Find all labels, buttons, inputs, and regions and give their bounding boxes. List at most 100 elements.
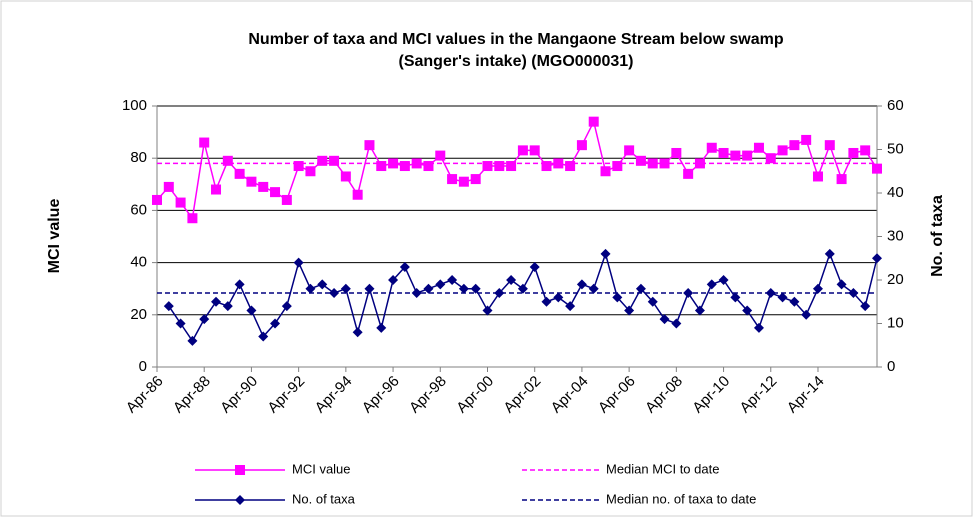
data-point: [753, 142, 764, 153]
data-point: [376, 322, 387, 333]
data-point: [175, 197, 186, 208]
data-point: [482, 305, 493, 316]
data-point: [777, 145, 788, 156]
data-point: [494, 288, 505, 299]
data-point: [199, 314, 210, 325]
y2-tick-label: 20: [887, 271, 904, 288]
data-point: [836, 174, 847, 185]
data-point: [860, 301, 871, 312]
y2-tick-label: 10: [887, 314, 904, 331]
data-point: [258, 181, 269, 192]
data-point: [281, 194, 292, 205]
data-point: [411, 158, 422, 169]
data-point: [447, 275, 458, 285]
y-tick-label: 60: [130, 201, 147, 218]
data-point: [553, 292, 564, 303]
data-point: [293, 257, 304, 268]
data-point: [588, 283, 599, 294]
data-point: [234, 168, 245, 179]
legend-label: MCI value: [292, 461, 351, 476]
data-point: [222, 301, 233, 312]
data-point: [517, 283, 528, 294]
data-point: [529, 145, 540, 156]
data-point: [270, 318, 281, 329]
data-point: [470, 283, 481, 294]
data-point: [305, 166, 316, 177]
data-point: [765, 288, 776, 299]
data-point: [281, 301, 292, 312]
data-point: [718, 275, 729, 285]
data-point: [541, 296, 552, 307]
data-point: [411, 288, 422, 299]
data-point: [329, 288, 340, 299]
data-point: [742, 150, 753, 161]
y-tick-label: 0: [139, 358, 147, 375]
data-point: [683, 288, 694, 299]
data-point: [163, 301, 174, 312]
data-point: [163, 181, 174, 192]
data-point: [848, 288, 859, 299]
data-point: [671, 318, 682, 329]
data-point: [600, 248, 611, 259]
data-point: [458, 176, 469, 187]
data-point: [801, 309, 812, 320]
data-point: [317, 279, 328, 290]
y2-tick-label: 60: [887, 97, 904, 114]
data-point: [765, 153, 776, 164]
data-point: [706, 142, 717, 153]
y-tick-label: 100: [122, 97, 147, 114]
data-point: [647, 296, 658, 307]
data-point: [576, 279, 587, 290]
data-point: [340, 171, 351, 182]
data-point: [824, 248, 835, 259]
data-point: [612, 161, 623, 172]
data-point: [789, 140, 800, 151]
data-point: [222, 155, 233, 166]
data-point: [470, 174, 481, 185]
data-point: [659, 314, 670, 325]
data-point: [777, 292, 788, 303]
data-point: [506, 275, 517, 285]
data-point: [635, 155, 646, 166]
legend-label: Median MCI to date: [606, 461, 719, 476]
data-point: [234, 279, 245, 290]
legend-marker: [235, 495, 245, 505]
data-point: [730, 292, 741, 303]
y-tick-label: 80: [130, 149, 147, 166]
data-point: [388, 158, 399, 169]
data-point: [753, 322, 764, 333]
data-point: [423, 283, 434, 294]
data-point: [187, 213, 198, 224]
data-point: [694, 158, 705, 169]
chart-title: (Sanger's intake) (MGO000031): [399, 53, 634, 70]
data-point: [872, 253, 882, 264]
data-point: [647, 158, 658, 169]
data-point: [576, 140, 587, 151]
data-point: [612, 292, 623, 303]
data-point: [517, 145, 528, 156]
y2-axis-title: No. of taxa: [929, 195, 946, 277]
y-axis-title: MCI value: [46, 199, 63, 274]
data-point: [246, 305, 257, 316]
data-point: [624, 305, 635, 316]
data-point: [812, 171, 823, 182]
y-tick-label: 40: [130, 254, 147, 271]
data-point: [388, 275, 399, 285]
data-point: [812, 283, 823, 294]
y2-tick-label: 30: [887, 227, 904, 244]
data-point: [482, 161, 493, 172]
data-point: [329, 155, 340, 166]
data-point: [694, 305, 705, 316]
data-point: [352, 189, 363, 200]
data-point: [211, 184, 222, 195]
data-point: [293, 161, 304, 172]
data-point: [364, 140, 375, 151]
data-point: [199, 137, 210, 148]
data-point: [801, 134, 812, 145]
data-point: [824, 140, 835, 151]
data-point: [423, 161, 434, 172]
data-point: [458, 283, 469, 294]
data-point: [706, 279, 717, 290]
